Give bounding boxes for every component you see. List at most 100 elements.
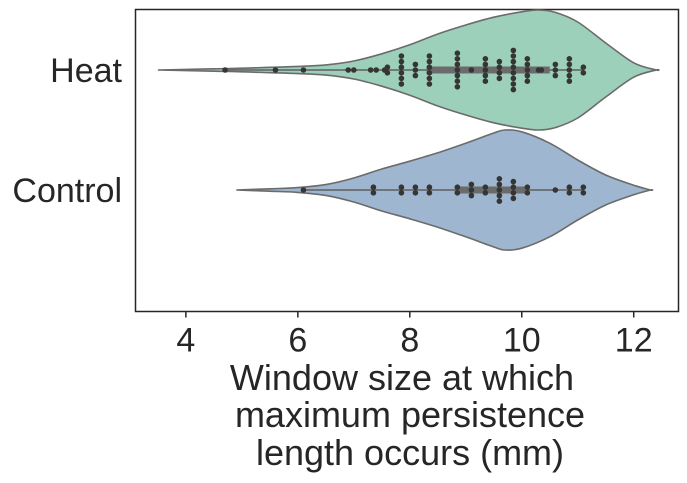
swarm-point [454,184,461,190]
x-tick-label: 4 [176,322,195,360]
swarm-point [496,176,503,182]
swarm-point [510,195,517,202]
swarm-point [272,67,279,73]
violin-iqr-bar [454,186,528,194]
swarm-point [468,192,475,199]
y-tick-labels: Heat Control [12,52,122,210]
swarm-point [566,72,573,79]
swarm-point [454,72,461,79]
swarm-point [398,70,405,76]
swarm-point [398,184,405,190]
swarm-point [367,67,374,73]
swarm-point [580,70,587,76]
swarm-point [454,50,461,56]
swarm-point [566,67,573,73]
swarm-point [412,67,419,73]
swarm-point [384,64,391,70]
swarm-point [566,61,573,68]
swarm-point [345,67,352,73]
swarm-point [566,184,573,190]
swarm-point [510,58,517,65]
y-tick-label: Control [12,172,122,210]
swarm-point [482,61,489,68]
swarm-point [524,184,531,190]
swarm-point [398,81,405,87]
swarm-point [524,72,531,79]
swarm-point [510,53,517,59]
swarm-point [468,181,475,188]
swarm-point [412,190,419,196]
swarm-point [482,56,489,62]
swarm-point [524,61,531,68]
swarm-point [468,67,475,73]
swarm-point [412,72,419,79]
swarm-point [426,184,433,190]
swarm-point [580,64,587,70]
swarm-point [566,78,573,84]
swarm-point [398,58,405,65]
swarm-point [384,70,391,76]
swarm-point [454,78,461,84]
swarm-point [426,75,433,82]
swarm-point [510,86,517,93]
swarm-point [496,192,503,199]
x-tick-label: 10 [503,322,541,360]
swarm-point [510,190,517,196]
swarm-point [496,198,503,204]
x-tick-label: 12 [615,322,653,360]
swarm-point [398,75,405,82]
swarm-point [300,187,307,193]
swarm-point [370,190,377,196]
swarm-point [370,184,377,190]
swarm-point [398,190,405,196]
x-ticks: 4 6 8 10 12 [176,311,653,360]
swarm-point [482,184,489,190]
swarm-point [552,187,559,193]
swarm-point [510,75,517,82]
swarm-point [538,67,545,73]
swarm-point [454,56,461,62]
swarm-point [482,67,489,73]
swarm-point [510,47,517,54]
swarm-point [373,67,380,73]
swarm-point [524,56,531,62]
swarm-point [496,64,503,70]
swarm-point [468,187,475,193]
swarm-point [222,67,228,73]
swarm-point [496,58,503,65]
swarm-point [482,78,489,84]
swarm-point [580,184,587,190]
swarm-point [524,67,531,73]
swarm-point [412,61,419,68]
swarm-point [426,58,433,65]
swarm-point [510,64,517,70]
swarm-point [566,190,573,196]
x-axis-label-line-2: maximum persistence [235,394,585,435]
swarm-point [426,64,433,70]
swarm-point [496,75,503,82]
swarm-point [398,53,405,59]
violins-layer [157,9,660,251]
swarm-point [426,190,433,196]
swarm-point [482,190,489,196]
swarm-point [351,67,357,73]
swarm-point [580,190,587,196]
swarm-point [426,53,433,59]
swarm-point [510,178,517,185]
swarm-point [496,181,503,188]
swarm-point [426,70,433,76]
swarm-point [552,72,559,79]
swarm-point [426,81,433,87]
swarm-point [510,184,517,190]
swarm-point [454,61,461,68]
swarm-point [482,72,489,79]
swarm-point [496,187,503,193]
swarm-point [300,67,307,73]
x-tick-label: 8 [400,322,419,360]
swarm-point [566,56,573,62]
swarm-point [496,70,503,76]
swarm-point [510,70,517,76]
swarm-point [524,78,531,84]
swarm-point [398,64,405,70]
